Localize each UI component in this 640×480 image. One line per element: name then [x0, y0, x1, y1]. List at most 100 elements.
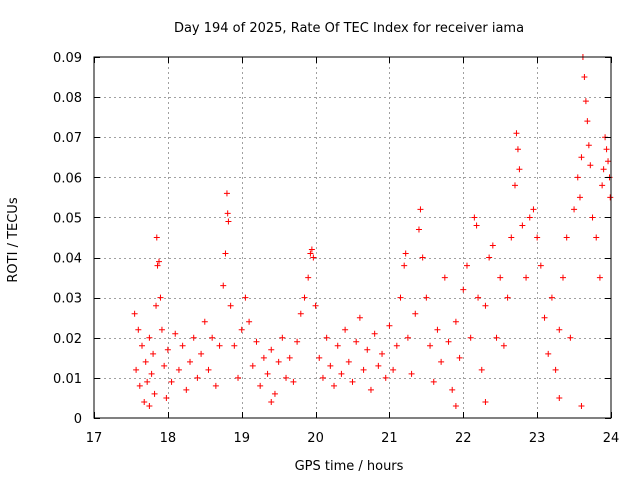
data-point: [142, 358, 149, 365]
data-point: [175, 366, 182, 373]
x-tick-label: 19: [233, 431, 250, 446]
x-tick-label: 21: [381, 431, 398, 446]
data-point: [349, 378, 356, 385]
y-tick-label: 0.04: [53, 252, 82, 267]
data-point: [275, 358, 282, 365]
data-point: [225, 218, 232, 225]
data-point: [587, 162, 594, 169]
data-point: [452, 402, 459, 409]
data-point: [151, 390, 158, 397]
data-point: [141, 398, 148, 405]
data-point: [153, 302, 160, 309]
data-point: [508, 234, 515, 241]
y-tick-label: 0.05: [53, 211, 82, 226]
y-axis-label: ROTI / TECUs: [6, 197, 21, 282]
data-point: [571, 206, 578, 213]
data-point: [286, 354, 293, 361]
data-point: [552, 366, 559, 373]
y-tick-label: 0.03: [53, 292, 82, 307]
data-point: [253, 338, 260, 345]
data-point: [190, 334, 197, 341]
data-point: [154, 262, 161, 269]
data-point: [161, 362, 168, 369]
data-point: [155, 258, 162, 265]
data-point: [268, 398, 275, 405]
data-point: [131, 310, 138, 317]
data-point: [419, 254, 426, 261]
data-point: [585, 142, 592, 149]
data-point: [519, 222, 526, 229]
data-point: [297, 310, 304, 317]
x-tick-label: 23: [529, 431, 546, 446]
data-point: [526, 214, 533, 221]
data-point: [334, 342, 341, 349]
data-point: [133, 366, 140, 373]
data-point: [390, 366, 397, 373]
data-point: [593, 234, 600, 241]
data-point: [212, 382, 219, 389]
data-point: [144, 378, 151, 385]
data-point: [231, 342, 238, 349]
data-point: [548, 294, 555, 301]
data-point: [567, 334, 574, 341]
data-point: [367, 386, 374, 393]
data-point: [415, 226, 422, 233]
data-point: [596, 274, 603, 281]
data-point: [482, 398, 489, 405]
data-point: [534, 234, 541, 241]
data-point: [194, 374, 201, 381]
data-point: [257, 382, 264, 389]
x-tick-label: 24: [603, 431, 620, 446]
data-point: [452, 318, 459, 325]
data-point: [438, 358, 445, 365]
data-point: [589, 214, 596, 221]
data-point: [135, 326, 142, 333]
data-point: [449, 386, 456, 393]
data-point: [327, 362, 334, 369]
data-point: [364, 346, 371, 353]
data-point: [316, 354, 323, 361]
x-axis-label: GPS time / hours: [295, 459, 404, 474]
grid-lines: [94, 57, 611, 418]
data-point: [408, 370, 415, 377]
data-point: [556, 326, 563, 333]
data-point: [402, 250, 409, 257]
data-point: [205, 366, 212, 373]
data-point: [500, 342, 507, 349]
data-point: [157, 294, 164, 301]
data-point: [607, 194, 614, 201]
data-point: [482, 302, 489, 309]
data-point: [139, 342, 146, 349]
data-point: [430, 378, 437, 385]
data-point: [537, 262, 544, 269]
plot-frame: [93, 56, 612, 419]
data-point: [471, 214, 478, 221]
data-point: [319, 374, 326, 381]
data-point: [379, 350, 386, 357]
data-point: [417, 206, 424, 213]
data-point: [323, 334, 330, 341]
data-point: [310, 254, 317, 261]
x-tick-label: 22: [455, 431, 472, 446]
data-point: [224, 210, 231, 217]
data-point: [209, 334, 216, 341]
data-point: [489, 242, 496, 249]
data-point: [345, 358, 352, 365]
data-point: [445, 338, 452, 345]
data-point: [460, 286, 467, 293]
data-point: [434, 326, 441, 333]
data-point: [168, 378, 175, 385]
data-point: [603, 146, 610, 153]
data-point: [338, 370, 345, 377]
data-point: [386, 322, 393, 329]
data-point: [441, 274, 448, 281]
data-point: [264, 370, 271, 377]
data-point: [294, 338, 301, 345]
y-tick-label: 0: [74, 412, 82, 427]
data-point: [305, 274, 312, 281]
chart-title: Day 194 of 2025, Rate Of TEC Index for r…: [174, 21, 524, 36]
data-point: [150, 350, 157, 357]
data-point: [242, 294, 249, 301]
data-point: [574, 174, 581, 181]
data-point: [353, 338, 360, 345]
